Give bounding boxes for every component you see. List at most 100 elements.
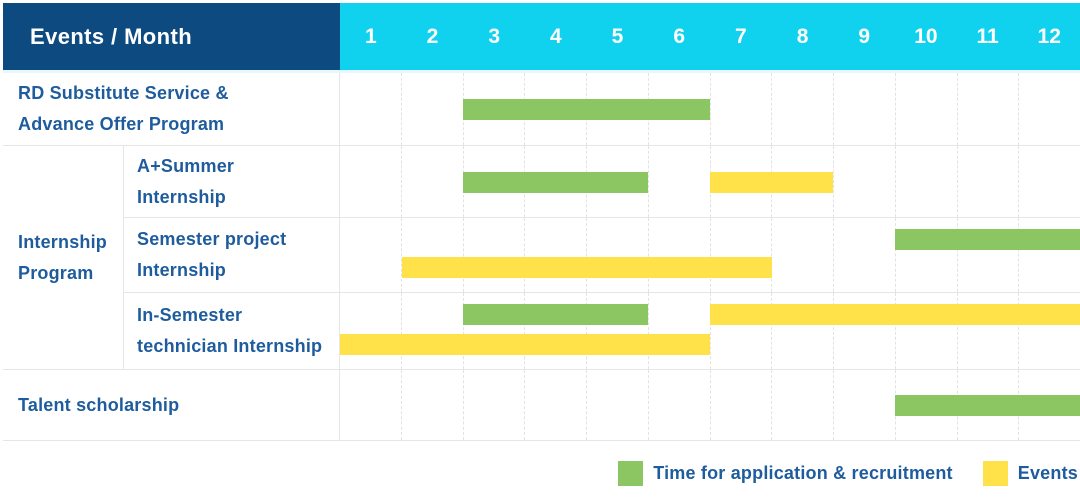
row-grid: [340, 370, 1080, 440]
header-row: Events / Month 1 2 3 4 5 6 7 8 9 10 11 12: [3, 3, 1080, 73]
row-label-semester-project: Semester project Internship: [124, 218, 340, 292]
month-header-5: 5: [611, 24, 624, 48]
row-grid: [340, 293, 1080, 369]
legend-label-application: Time for application & recruitment: [653, 463, 953, 483]
row-label-talent-scholarship: Talent scholarship: [3, 370, 340, 440]
grid-cell: [833, 218, 895, 292]
green-gantt-bar: [463, 99, 710, 120]
green-swatch-icon: [618, 461, 644, 486]
grid-cell: [400, 293, 463, 369]
grid-cell: [833, 73, 895, 145]
month-header-7: 7: [735, 24, 747, 48]
month-header-6: 6: [673, 24, 686, 48]
grid-cell: [340, 73, 401, 145]
group-internship-program: Internship Program A+Summer Internship S…: [3, 146, 1080, 370]
grid-cell: [894, 73, 957, 145]
grid-cell: [956, 146, 1019, 217]
row-label-rd-substitute: RD Substitute Service & Advance Offer Pr…: [3, 73, 340, 145]
yellow-swatch-icon: [982, 461, 1008, 486]
grid-cell: [771, 370, 833, 440]
grid-cell: [1018, 293, 1080, 369]
green-gantt-bar: [895, 229, 1080, 250]
month-header-strip: 1 2 3 4 5 6 7 8 9 10 11 12: [340, 3, 1080, 70]
table-row: In-Semester technician Internship: [124, 293, 1080, 369]
grid-cell: [647, 370, 710, 440]
green-gantt-bar: [463, 304, 649, 325]
grid-cell: [894, 218, 957, 292]
grid-cell: [462, 218, 525, 292]
grid-cell: [894, 293, 957, 369]
header-title: Events / Month: [3, 3, 340, 70]
grid-cell: [956, 218, 1019, 292]
month-header-8: 8: [796, 24, 809, 48]
grid-cell: [771, 218, 833, 292]
grid-cell: [462, 146, 525, 217]
table-row: Semester project Internship: [124, 218, 1080, 293]
grid-cell: [1018, 73, 1080, 145]
yellow-gantt-bar: [710, 171, 834, 193]
grid-cell: [833, 293, 895, 369]
month-header-12: 12: [1037, 24, 1061, 48]
table-row: Talent scholarship: [3, 370, 1080, 441]
grid-cell: [709, 293, 772, 369]
yellow-gantt-bar: [401, 257, 772, 278]
grid-cell: [586, 370, 648, 440]
month-header-9: 9: [858, 24, 871, 48]
grid-cell: [400, 73, 463, 145]
grid-cell: [524, 218, 586, 292]
legend-item-application: Time for application & recruitment: [618, 461, 953, 486]
grid-cell: [340, 218, 401, 292]
month-header-11: 11: [976, 24, 999, 48]
month-header-2: 2: [426, 24, 439, 48]
grid-cell: [956, 73, 1019, 145]
yellow-gantt-bar: [340, 334, 710, 355]
grid-cell: [400, 218, 463, 292]
grid-cell: [340, 146, 401, 217]
gantt-chart: Events / Month 1 2 3 4 5 6 7 8 9 10 11 12 RD Substi…: [3, 3, 1080, 486]
grid-cell: [462, 73, 525, 145]
row-grid: [340, 218, 1080, 292]
grid-cell: [340, 293, 401, 369]
grid-cell: [709, 218, 772, 292]
row-label-in-semester: In-Semester technician Internship: [124, 293, 340, 369]
row-grid: [340, 73, 1080, 145]
legend-item-events: Events: [982, 461, 1078, 486]
table-row: RD Substitute Service & Advance Offer Pr…: [3, 73, 1080, 146]
legend-label-events: Events: [1017, 463, 1078, 483]
grid-cell: [833, 370, 895, 440]
grid-cell: [1018, 146, 1080, 217]
yellow-gantt-bar: [710, 304, 1080, 325]
grid-cell: [956, 293, 1019, 369]
grid-cell: [462, 293, 525, 369]
grid-cell: [524, 293, 586, 369]
grid-cell: [524, 370, 586, 440]
grid-cell: [647, 218, 710, 292]
table-row: A+Summer Internship: [124, 146, 1080, 218]
grid-cell: [647, 293, 710, 369]
grid-cell: [340, 370, 401, 440]
grid-cell: [400, 146, 463, 217]
grid-cell: [709, 370, 772, 440]
grid-cell: [709, 146, 772, 217]
grid-cell: [647, 146, 710, 217]
group-rows: A+Summer Internship Semester project Int…: [124, 146, 1080, 369]
month-header-4: 4: [550, 24, 562, 48]
grid-cell: [771, 73, 833, 145]
grid-cell: [400, 370, 463, 440]
green-gantt-bar: [463, 171, 649, 193]
grid-cell: [462, 370, 525, 440]
grid-cell: [771, 293, 833, 369]
group-label: Internship Program: [3, 146, 124, 369]
month-header-3: 3: [488, 24, 501, 48]
grid-cell: [833, 146, 895, 217]
legend: Time for application & recruitment Event…: [3, 461, 1080, 486]
month-header-10: 10: [914, 24, 938, 48]
row-label-a-summer: A+Summer Internship: [124, 146, 340, 217]
grid-cell: [709, 73, 772, 145]
month-header-1: 1: [364, 24, 377, 48]
grid-cell: [1018, 218, 1080, 292]
green-gantt-bar: [895, 395, 1080, 416]
row-grid: [340, 146, 1080, 217]
grid-cell: [586, 218, 648, 292]
grid-cell: [894, 146, 957, 217]
